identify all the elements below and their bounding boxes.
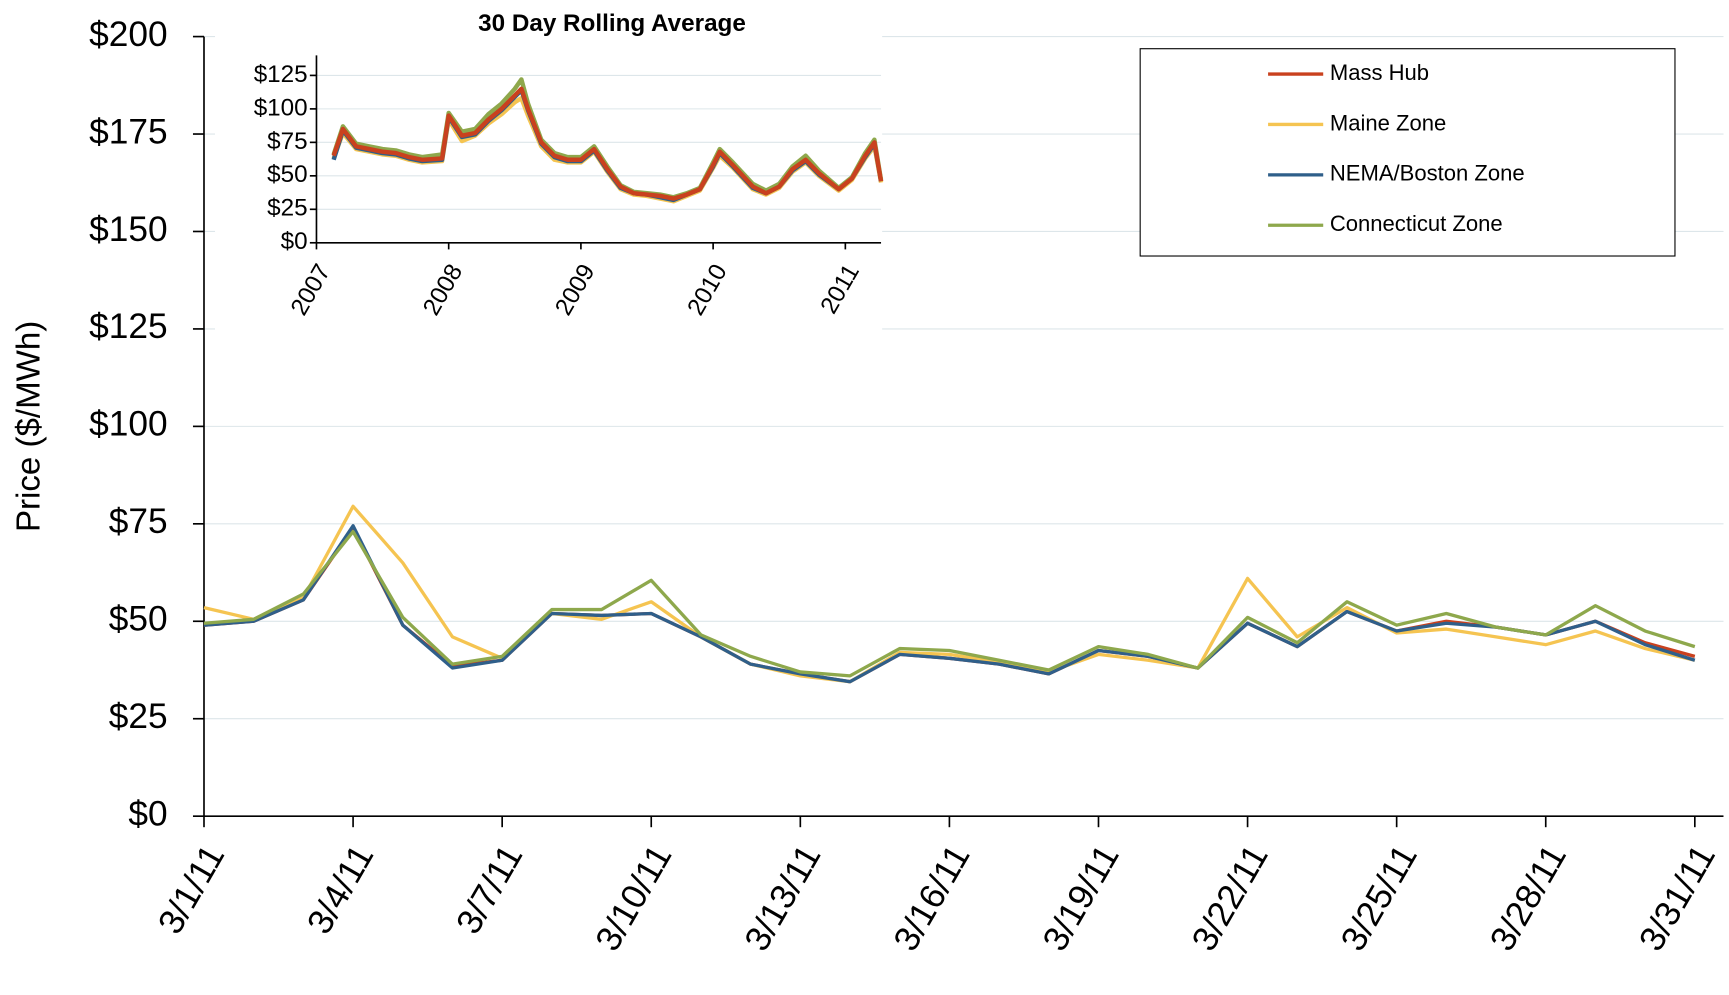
legend-label: NEMA/Boston Zone [1330,161,1525,186]
y-tick-label: $25 [267,195,307,222]
inset-background [215,0,883,359]
y-tick-label: $0 [128,794,167,833]
x-tick-label: 3/19/11 [1035,838,1126,957]
y-tick-label: $200 [89,15,167,54]
y-tick-label: $125 [89,307,167,346]
x-tick-label: 3/28/11 [1483,838,1574,957]
x-tick-label: 3/31/11 [1632,838,1723,957]
x-tick-label: 3/7/11 [449,838,530,940]
series-line [203,529,1696,678]
y-tick-label: $50 [109,600,168,639]
legend-label: Maine Zone [1330,110,1446,135]
series-line [331,86,884,201]
y-tick-label: $150 [89,210,167,249]
y-axis-title: Price ($/MWh) [11,321,48,532]
x-tick-label: 3/22/11 [1184,838,1275,957]
y-tick-label: $125 [254,61,308,88]
x-tick-label: 3/13/11 [737,838,828,957]
y-tick-label: $175 [89,112,167,151]
y-tick-label: $75 [109,502,168,541]
x-tick-label: 3/1/11 [151,838,232,940]
y-tick-label: $75 [267,128,307,155]
legend-label: Connecticut Zone [1330,211,1503,236]
x-tick-label: 3/25/11 [1334,838,1425,957]
legend-box [1139,48,1676,257]
inset-title: 30 Day Rolling Average [478,10,746,37]
legend-label: Mass Hub [1330,60,1429,85]
y-tick-label: $100 [254,94,308,121]
series-line [203,504,1696,684]
x-tick-label: 3/4/11 [300,838,381,940]
y-tick-label: $50 [267,161,307,188]
x-tick-label: 3/16/11 [886,838,977,957]
x-tick-label: 3/10/11 [588,838,679,957]
y-tick-label: $0 [281,228,308,255]
y-tick-label: $100 [89,405,167,444]
y-tick-label: $25 [109,697,168,736]
series-line [203,524,1696,684]
